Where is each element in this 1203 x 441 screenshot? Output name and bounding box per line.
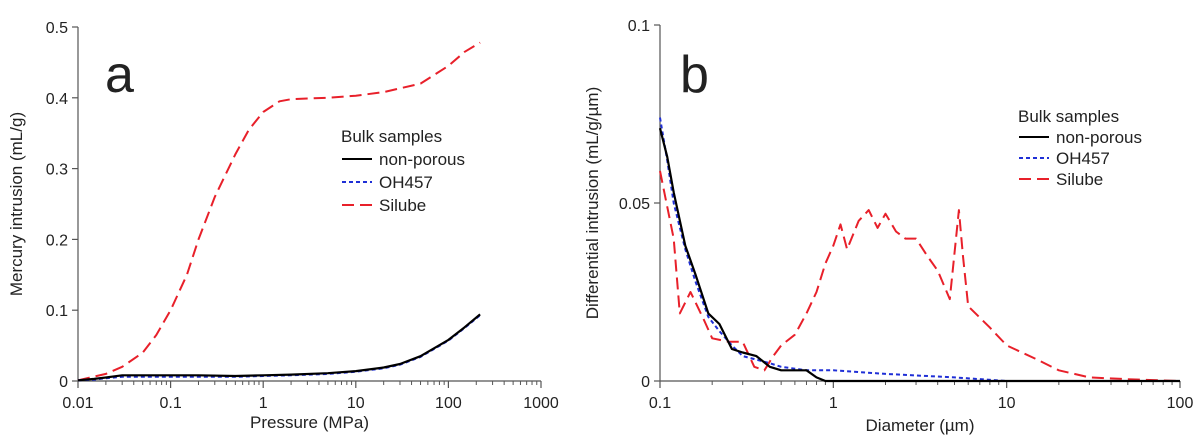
- y-tick-label: 0.2: [46, 232, 68, 249]
- legend-title: Bulk samples: [1018, 107, 1119, 126]
- y-tick-label: 0.1: [628, 18, 650, 35]
- legend-entry: OH457: [1056, 149, 1110, 168]
- y-tick-label: 0: [59, 374, 68, 391]
- legend-entry: non-porous: [1056, 128, 1142, 147]
- x-tick-label: 0.1: [649, 395, 671, 412]
- x-tick-label: 1: [259, 395, 268, 412]
- x-tick-label: 0.01: [62, 395, 93, 412]
- legend-entry: Silube: [1056, 170, 1103, 189]
- legend-title: Bulk samples: [341, 127, 442, 146]
- legend-entry: OH457: [379, 173, 433, 192]
- y-tick-label: 0: [641, 374, 650, 391]
- panel-a-chart: 0 0.1 0.2 0.3 0.4 0.5 0.01 0.1 1 10 100 1000 Pressur…: [7, 20, 559, 432]
- series-line-oh457: [77, 314, 481, 382]
- y-axis-label: Differential intrusion (mL/g/µm): [583, 87, 602, 319]
- panel-b-chart: 0 0.05 0.1 0.1 1 10 100 Diameter (µm) Differenti…: [583, 18, 1193, 435]
- y-tick-label: 0.4: [46, 91, 68, 108]
- y-tick-label: 0.05: [619, 196, 650, 213]
- y-tick-label: 0.1: [46, 303, 68, 320]
- x-axis-label: Diameter (µm): [866, 416, 975, 435]
- x-tick-label: 10: [998, 395, 1016, 412]
- y-axis-label: Mercury intrusion (mL/g): [7, 112, 26, 296]
- x-tick-label: 1000: [523, 395, 559, 412]
- series-line-non-porous: [77, 313, 481, 382]
- y-tick-label: 0.5: [46, 20, 68, 37]
- series-line-silube: [77, 41, 481, 382]
- x-axis-label: Pressure (MPa): [250, 413, 369, 432]
- x-tick-label: 100: [1167, 395, 1194, 412]
- x-tick-label: 100: [435, 395, 462, 412]
- y-tick-label: 0.3: [46, 162, 68, 179]
- x-tick-label: 10: [347, 395, 365, 412]
- series-line-silube: [659, 170, 1181, 382]
- legend-entry: Silube: [379, 196, 426, 215]
- panel-label: b: [680, 46, 709, 104]
- series-line-non-porous: [658, 127, 1180, 383]
- x-tick-label: 1: [829, 395, 838, 412]
- legend-entry: non-porous: [379, 150, 465, 169]
- x-tick-label: 0.1: [159, 395, 181, 412]
- panel-label: a: [105, 46, 134, 104]
